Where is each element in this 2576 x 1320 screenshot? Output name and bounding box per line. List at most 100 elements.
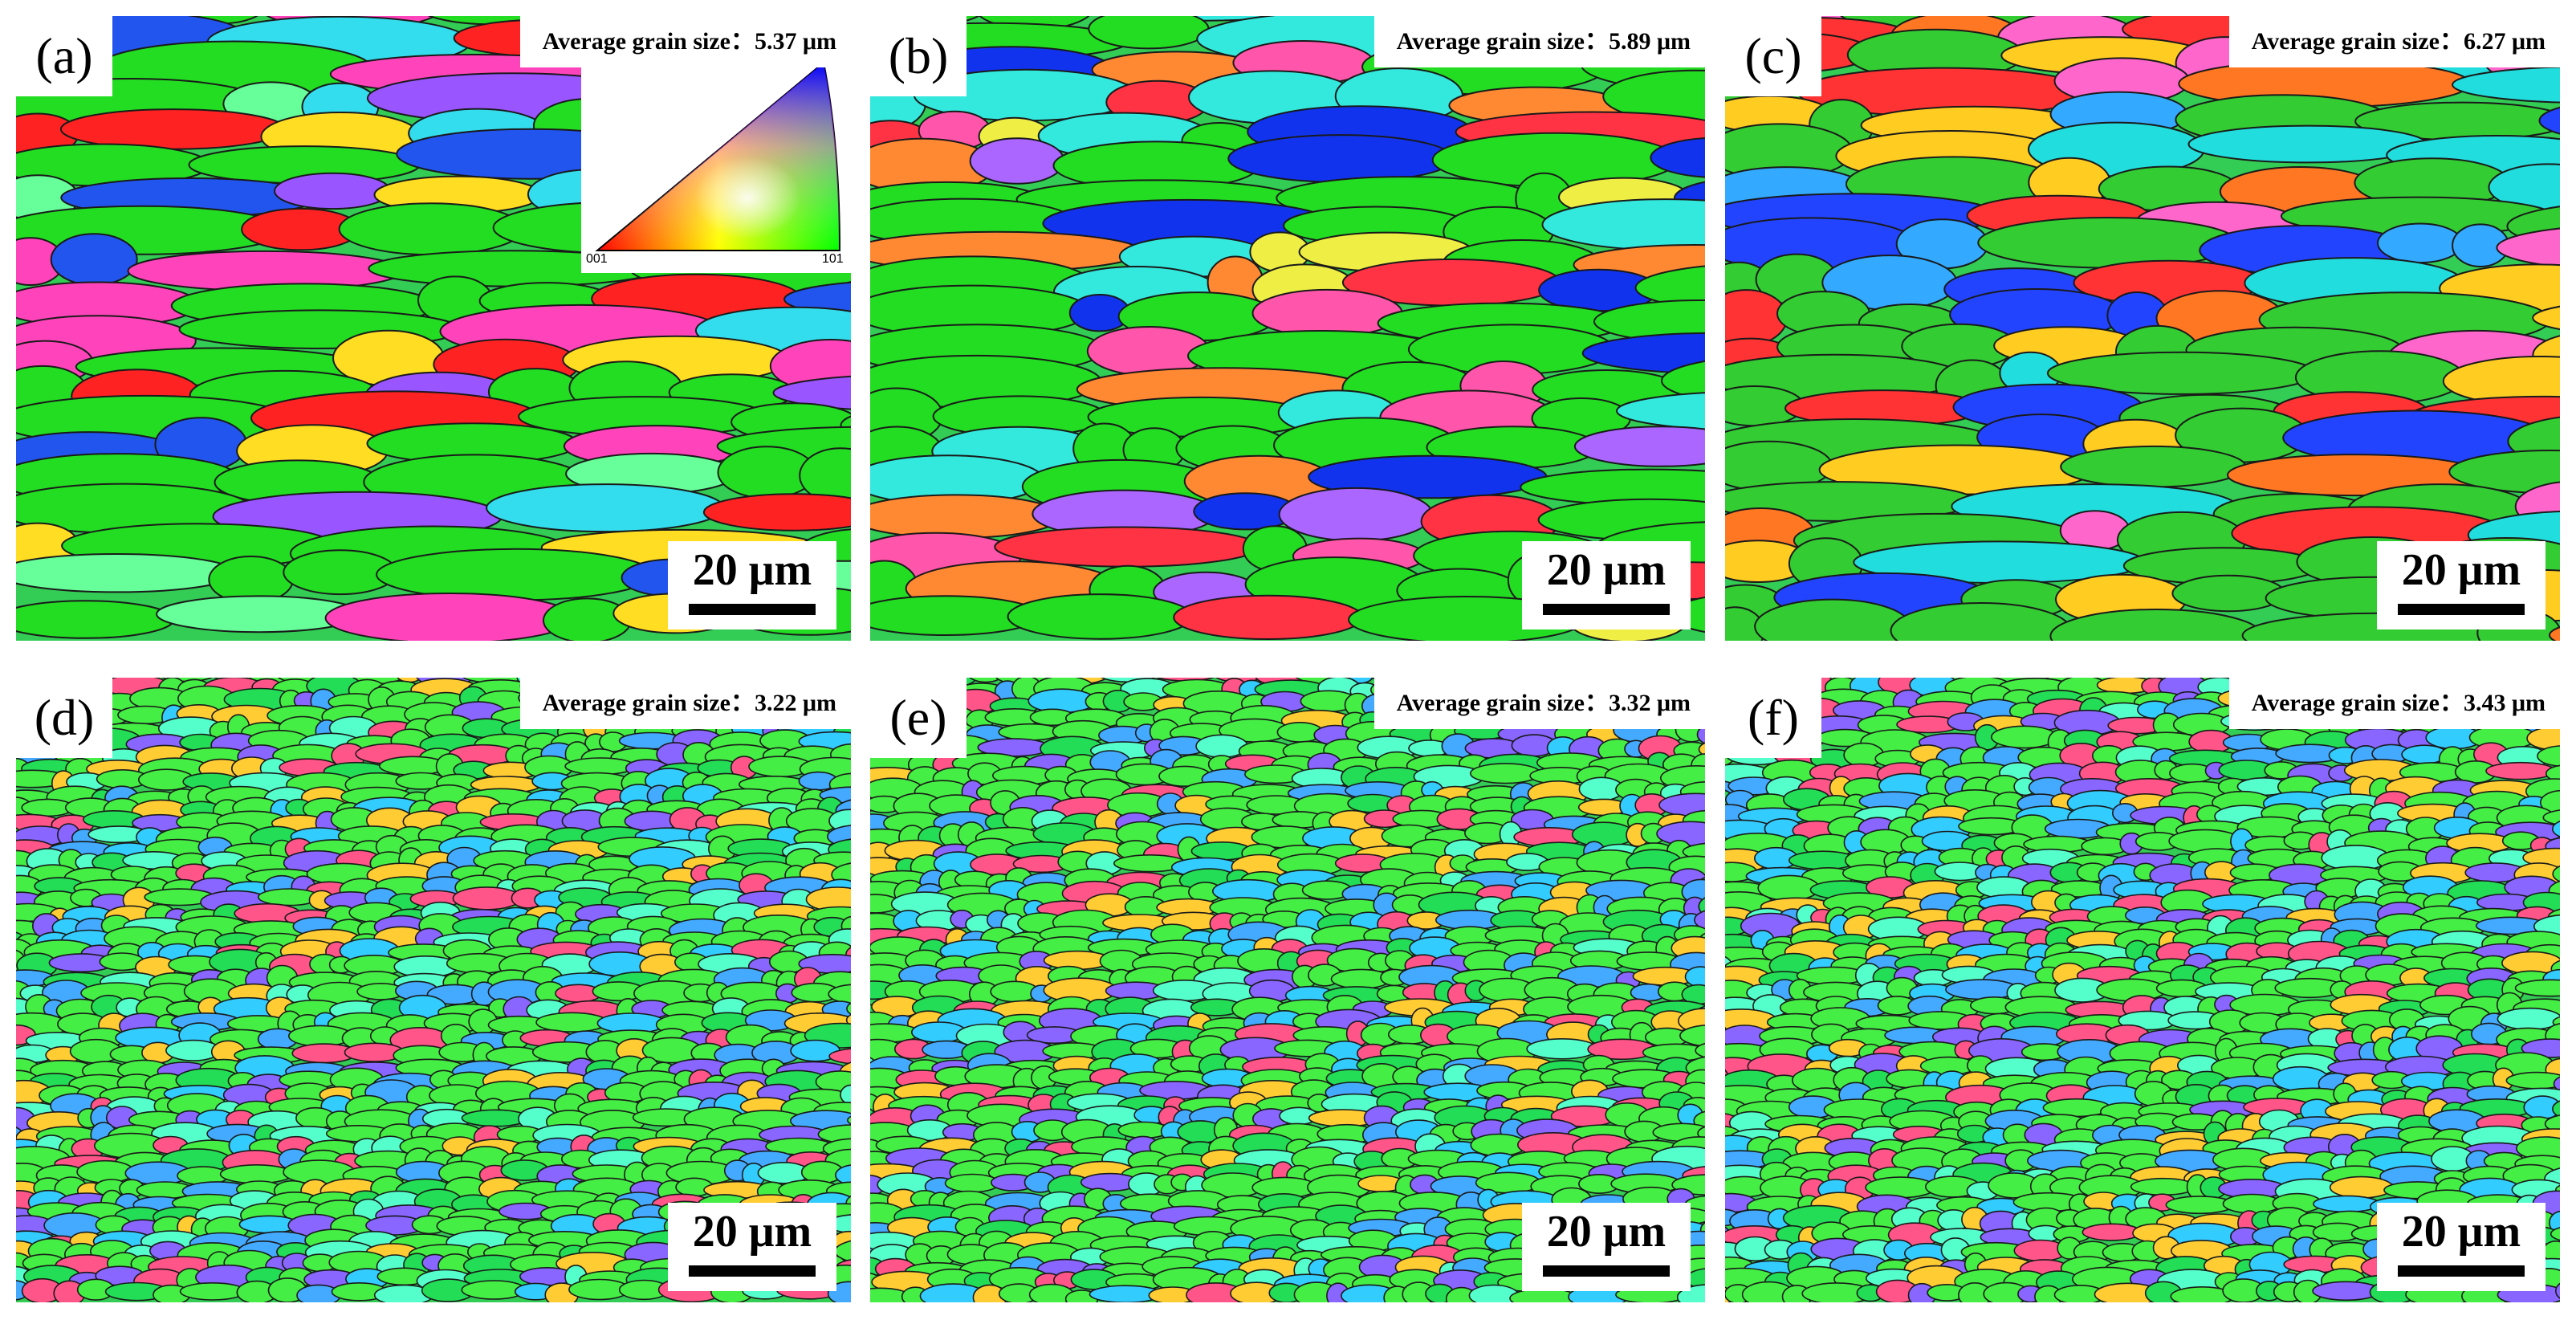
ipf-label-101: 101: [822, 252, 844, 266]
grain: [835, 1164, 851, 1186]
scale-bar-label: 20 μm: [692, 1207, 812, 1257]
grain: [2313, 1195, 2381, 1213]
average-grain-size-label: Average grain size：3.32 μm: [1373, 678, 1705, 729]
grain: [2552, 865, 2560, 882]
scale-bar: 20 μm: [668, 1203, 836, 1291]
grain: [1696, 724, 1705, 744]
grain: [1573, 426, 1705, 467]
scale-bar: 20 μm: [2377, 1203, 2545, 1291]
panel-label: (d): [16, 678, 112, 758]
grain: [840, 1084, 851, 1106]
grain: [998, 723, 1062, 741]
scale-bar-label: 20 μm: [2401, 545, 2521, 595]
grain: [2485, 761, 2556, 780]
grain: [828, 984, 851, 1004]
grain: [535, 1012, 608, 1033]
grain: [828, 1048, 851, 1065]
grain: [1977, 216, 2239, 269]
grain: [274, 172, 392, 210]
grain: [2549, 626, 2560, 641]
scale-bar: 20 μm: [668, 541, 836, 629]
grain: [16, 600, 175, 639]
grain: [2514, 979, 2560, 997]
grain: [969, 678, 1003, 683]
grain: [376, 548, 655, 601]
average-grain-size-label: Average grain size：3.43 μm: [2228, 678, 2560, 729]
grain: [1676, 1284, 1705, 1302]
grain: [1007, 593, 1194, 640]
grain: [1278, 487, 1434, 542]
grain: [845, 1013, 851, 1027]
scale-bar-label: 20 μm: [1546, 545, 1666, 595]
ebsd-panel-c: (c) Average grain size：6.27 μm 20 μm: [1725, 16, 2560, 641]
grain: [2452, 66, 2560, 104]
ebsd-panel-a: 001 101 111 (a) Average grain size：5.37 …: [16, 16, 851, 641]
grain: [179, 1282, 246, 1301]
scale-bar-line: [2398, 1265, 2525, 1277]
grain: [2544, 1114, 2560, 1134]
grain: [1571, 821, 1635, 848]
grain: [1227, 134, 1455, 183]
average-grain-size-label: Average grain size：3.22 μm: [519, 678, 851, 729]
grain: [2550, 1227, 2560, 1241]
grain: [2542, 809, 2560, 826]
ebsd-panel-f: (f) Average grain size：3.43 μm 20 μm: [1725, 678, 2560, 1302]
grain: [2496, 227, 2560, 268]
panel-label: (c): [1725, 16, 1821, 96]
grain: [994, 526, 1260, 568]
grain: [1865, 1176, 1936, 1199]
ebsd-map-a: [16, 16, 851, 641]
average-grain-size-label: Average grain size：5.37 μm: [519, 16, 851, 67]
panel-label: (a): [16, 16, 112, 96]
grain: [2538, 106, 2560, 135]
panel-label: (b): [870, 16, 967, 96]
grain: [969, 137, 1065, 185]
grain: [59, 108, 287, 150]
scale-bar-label: 20 μm: [1546, 1207, 1666, 1257]
grain: [1694, 910, 1705, 931]
scale-bar-line: [1543, 604, 1670, 615]
scale-bar: 20 μm: [1522, 541, 1691, 629]
grain: [486, 483, 725, 533]
grain: [2552, 1100, 2560, 1118]
grain: [452, 886, 522, 911]
average-grain-size-label: Average grain size：6.27 μm: [2228, 16, 2560, 67]
scale-bar-line: [689, 604, 816, 615]
grain: [1634, 265, 1705, 311]
scale-bar: 20 μm: [2377, 541, 2545, 629]
scale-bar-label: 20 μm: [2401, 1207, 2521, 1257]
grain: [16, 553, 238, 593]
grain: [1679, 1025, 1705, 1047]
grain: [2505, 1071, 2560, 1090]
grain: [847, 1115, 851, 1125]
grain: [2532, 305, 2560, 331]
grain: [2060, 445, 2247, 488]
grain: [2537, 745, 2560, 767]
scale-bar-line: [689, 1265, 816, 1277]
average-grain-size-label: Average grain size：5.89 μm: [1373, 16, 1705, 67]
ipf-label-001: 001: [586, 252, 608, 266]
grain: [2555, 1282, 2560, 1300]
grain: [324, 593, 576, 641]
grain: [1695, 1042, 1705, 1058]
grain: [2377, 222, 2464, 264]
grain: [1088, 16, 1210, 50]
grain: [1251, 288, 1403, 338]
grain: [1698, 742, 1705, 757]
grain: [2552, 821, 2560, 837]
ebsd-panel-e: (e) Average grain size：3.32 μm 20 μm: [870, 678, 1705, 1302]
grain: [1991, 725, 2058, 749]
grain: [846, 1002, 851, 1015]
ebsd-panel-d: (d) Average grain size：3.22 μm 20 μm: [16, 678, 851, 1302]
panel-label: (f): [1725, 678, 1821, 758]
grain: [1581, 332, 1705, 374]
grain: [50, 233, 138, 286]
scale-bar-line: [2398, 604, 2525, 615]
grain: [1616, 392, 1705, 430]
grain: [2545, 764, 2560, 783]
grain: [2553, 1076, 2560, 1092]
scale-bar: 20 μm: [1522, 1203, 1691, 1291]
grain: [2130, 1177, 2196, 1196]
ebsd-map-f: [1725, 678, 2560, 1302]
grain: [1650, 137, 1705, 178]
